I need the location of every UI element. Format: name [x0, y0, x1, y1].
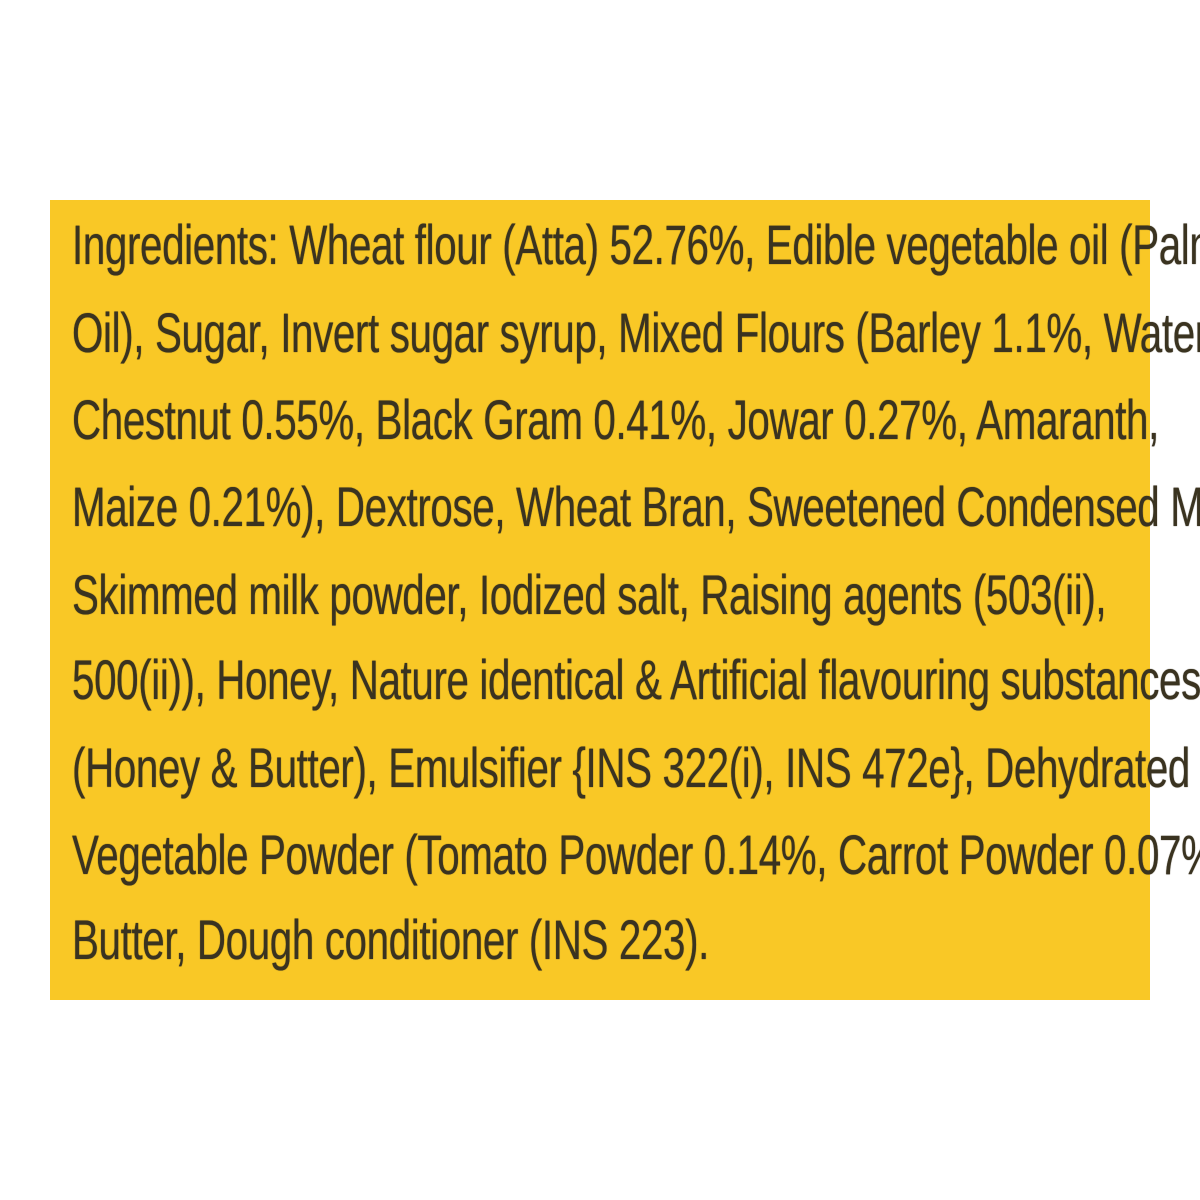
ingredients-line: Vegetable Powder (Tomato Powder 0.14%, C…	[72, 823, 1200, 886]
ingredients-line: Maize 0.21%), Dextrose, Wheat Bran, Swee…	[72, 475, 1200, 538]
ingredients-line: Chestnut 0.55%, Black Gram 0.41%, Jowar …	[72, 388, 1159, 451]
ingredients-line: Skimmed milk powder, Iodized salt, Raisi…	[72, 563, 1107, 626]
ingredients-line: Oil), Sugar, Invert sugar syrup, Mixed F…	[72, 301, 1200, 364]
ingredients-line: Butter, Dough conditioner (INS 223).	[72, 908, 710, 971]
ingredients-line: Ingredients: Wheat flour (Atta) 52.76%, …	[72, 213, 1200, 276]
ingredients-line: 500(ii)), Honey, Nature identical & Arti…	[72, 648, 1200, 711]
ingredients-panel: Ingredients: Wheat flour (Atta) 52.76%, …	[50, 200, 1200, 1000]
ingredients-line: (Honey & Butter), Emulsifier {INS 322(i)…	[72, 736, 1191, 799]
